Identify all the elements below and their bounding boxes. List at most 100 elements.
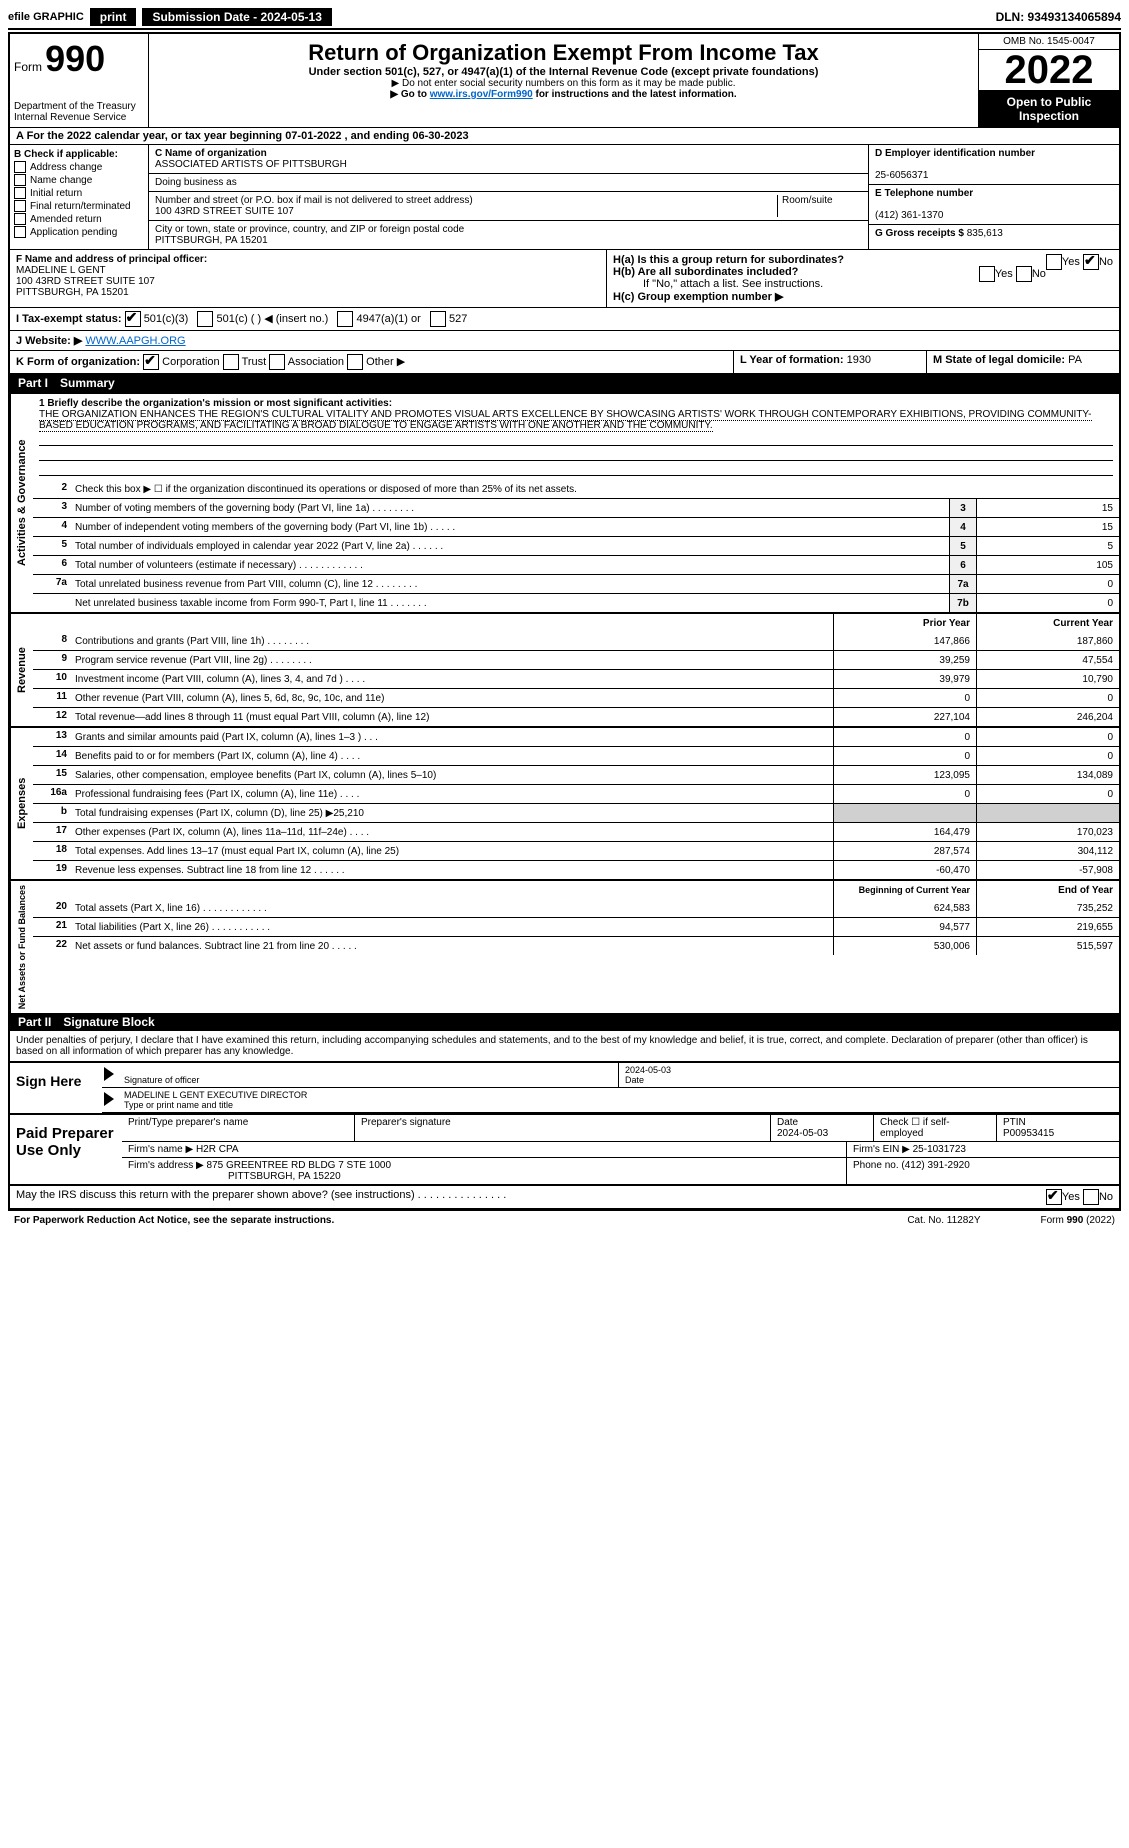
- summary-line: 3Number of voting members of the governi…: [33, 498, 1119, 517]
- chk-4947[interactable]: [337, 311, 353, 327]
- hb-yes[interactable]: [979, 266, 995, 282]
- ein-cell: D Employer identification number 25-6056…: [869, 145, 1119, 185]
- chk-corporation[interactable]: [143, 354, 159, 370]
- governance-section: Activities & Governance 1 Briefly descri…: [10, 392, 1119, 612]
- dba-cell: Doing business as: [149, 174, 868, 192]
- ha-yes[interactable]: [1046, 254, 1062, 270]
- col-b-label: B Check if applicable:: [14, 149, 144, 160]
- preparer-name-lbl: Print/Type preparer's name: [122, 1115, 355, 1141]
- summary-line: 13Grants and similar amounts paid (Part …: [33, 728, 1119, 746]
- paid-preparer-block: Paid Preparer Use Only Print/Type prepar…: [10, 1113, 1119, 1186]
- footer-left: For Paperwork Reduction Act Notice, see …: [14, 1215, 334, 1226]
- street-address: 100 43RD STREET SUITE 107: [155, 206, 294, 217]
- ha-no[interactable]: [1083, 254, 1099, 270]
- efile-label: efile GRAPHIC: [8, 11, 84, 23]
- phone-value: (412) 361-1370: [875, 210, 943, 221]
- chk-amended-return[interactable]: Amended return: [14, 213, 144, 225]
- sign-here-block: Sign Here Signature of officer 2024-05-0…: [10, 1061, 1119, 1113]
- chk-other[interactable]: [347, 354, 363, 370]
- firm-ein: Firm's EIN ▶ 25-1031723: [847, 1142, 1119, 1157]
- form-subtitle: Under section 501(c), 527, or 4947(a)(1)…: [155, 66, 972, 78]
- arrow-icon: [102, 1063, 118, 1087]
- row-a: A For the 2022 calendar year, or tax yea…: [10, 128, 1119, 145]
- firm-address: Firm's address ▶ 875 GREENTREE RD BLDG 7…: [122, 1158, 847, 1184]
- chk-name-change[interactable]: Name change: [14, 174, 144, 186]
- column-c: C Name of organization ASSOCIATED ARTIST…: [149, 145, 868, 249]
- print-button[interactable]: print: [90, 8, 137, 26]
- footer-right: Form 990 (2022): [1041, 1215, 1115, 1226]
- chk-501c3[interactable]: [125, 311, 141, 327]
- summary-line: Net unrelated business taxable income fr…: [33, 593, 1119, 612]
- org-name: ASSOCIATED ARTISTS OF PITTSBURGH: [155, 159, 347, 170]
- summary-line: 7aTotal unrelated business revenue from …: [33, 574, 1119, 593]
- summary-line: 21Total liabilities (Part X, line 26) . …: [33, 917, 1119, 936]
- submission-date-button[interactable]: Submission Date - 2024-05-13: [142, 8, 331, 26]
- summary-line: 14Benefits paid to or for members (Part …: [33, 746, 1119, 765]
- vtab-netassets: Net Assets or Fund Balances: [10, 881, 33, 1013]
- preparer-ptin: PTINP00953415: [997, 1115, 1119, 1141]
- column-d: D Employer identification number 25-6056…: [868, 145, 1119, 249]
- website-row: J Website: ▶ WWW.AAPGH.ORG: [10, 331, 1119, 351]
- summary-line: 20Total assets (Part X, line 16) . . . .…: [33, 899, 1119, 917]
- tax-exempt-row: I Tax-exempt status: 501(c)(3) 501(c) ( …: [10, 308, 1119, 331]
- firm-name: Firm's name ▶ H2R CPA: [122, 1142, 847, 1157]
- summary-line: 15Salaries, other compensation, employee…: [33, 765, 1119, 784]
- summary-line: 18Total expenses. Add lines 13–17 (must …: [33, 841, 1119, 860]
- form-note-2: ▶ Go to www.irs.gov/Form990 for instruct…: [155, 89, 972, 100]
- chk-association[interactable]: [269, 354, 285, 370]
- summary-line: 5Total number of individuals employed in…: [33, 536, 1119, 555]
- discuss-yes[interactable]: [1046, 1189, 1062, 1205]
- form-word: Form: [14, 60, 42, 74]
- chk-address-change[interactable]: Address change: [14, 161, 144, 173]
- summary-line: bTotal fundraising expenses (Part IX, co…: [33, 803, 1119, 822]
- form-main: Form 990 Department of the Treasury Inte…: [8, 32, 1121, 1211]
- mission-text: THE ORGANIZATION ENHANCES THE REGION'S C…: [39, 409, 1092, 432]
- summary-line: 11Other revenue (Part VIII, column (A), …: [33, 688, 1119, 707]
- principal-officer: F Name and address of principal officer:…: [10, 250, 607, 307]
- summary-line: 4Number of independent voting members of…: [33, 517, 1119, 536]
- chk-501c[interactable]: [197, 311, 213, 327]
- summary-line: 16aProfessional fundraising fees (Part I…: [33, 784, 1119, 803]
- summary-line: 8Contributions and grants (Part VIII, li…: [33, 632, 1119, 650]
- part1-header: Part ISummary: [10, 374, 1119, 392]
- website-link link[interactable]: WWW.AAPGH.ORG: [85, 335, 185, 347]
- hb-no[interactable]: [1016, 266, 1032, 282]
- header-right: OMB No. 1545-0047 2022 Open to Public In…: [978, 34, 1119, 127]
- chk-trust[interactable]: [223, 354, 239, 370]
- header-center: Return of Organization Exempt From Incom…: [149, 34, 978, 127]
- city-cell: City or town, state or province, country…: [149, 221, 868, 249]
- footer-mid: Cat. No. 11282Y: [907, 1215, 980, 1226]
- mission-block: 1 Briefly describe the organization's mi…: [33, 394, 1119, 480]
- group-return-section: H(a) Is this a group return for subordin…: [607, 250, 1119, 307]
- instructions-link[interactable]: www.irs.gov/Form990: [430, 89, 533, 100]
- top-bar: efile GRAPHIC print Submission Date - 20…: [8, 8, 1121, 30]
- chk-final-return[interactable]: Final return/terminated: [14, 200, 144, 212]
- street-cell: Number and street (or P.O. box if mail i…: [149, 192, 868, 221]
- summary-line: 10Investment income (Part VIII, column (…: [33, 669, 1119, 688]
- summary-line: 6Total number of volunteers (estimate if…: [33, 555, 1119, 574]
- section-bcd: B Check if applicable: Address change Na…: [10, 145, 1119, 250]
- gross-receipts-value: 835,613: [967, 228, 1003, 239]
- form-note-1: ▶ Do not enter social security numbers o…: [155, 78, 972, 89]
- discuss-no[interactable]: [1083, 1189, 1099, 1205]
- chk-527[interactable]: [430, 311, 446, 327]
- footer: For Paperwork Reduction Act Notice, see …: [8, 1211, 1121, 1230]
- header-left: Form 990 Department of the Treasury Inte…: [10, 34, 149, 127]
- chk-application-pending[interactable]: Application pending: [14, 226, 144, 238]
- ein-value: 25-6056371: [875, 170, 928, 181]
- summary-line: 9Program service revenue (Part VIII, lin…: [33, 650, 1119, 669]
- preparer-self-employed[interactable]: Check ☐ if self-employed: [874, 1115, 997, 1141]
- phone-cell: E Telephone number (412) 361-1370: [869, 185, 1119, 225]
- chk-initial-return[interactable]: Initial return: [14, 187, 144, 199]
- summary-line: 12Total revenue—add lines 8 through 11 (…: [33, 707, 1119, 726]
- dln-label: DLN: 93493134065894: [996, 10, 1121, 24]
- form-title: Return of Organization Exempt From Incom…: [155, 40, 972, 66]
- fg-row: F Name and address of principal officer:…: [10, 250, 1119, 308]
- part2-header: Part IISignature Block: [10, 1013, 1119, 1031]
- summary-line: 19Revenue less expenses. Subtract line 1…: [33, 860, 1119, 879]
- summary-line: 22Net assets or fund balances. Subtract …: [33, 936, 1119, 955]
- officer-signature-field[interactable]: Signature of officer: [118, 1063, 619, 1087]
- discuss-row: May the IRS discuss this return with the…: [10, 1186, 1119, 1209]
- paid-preparer-label: Paid Preparer Use Only: [10, 1115, 122, 1184]
- preparer-signature-lbl: Preparer's signature: [355, 1115, 771, 1141]
